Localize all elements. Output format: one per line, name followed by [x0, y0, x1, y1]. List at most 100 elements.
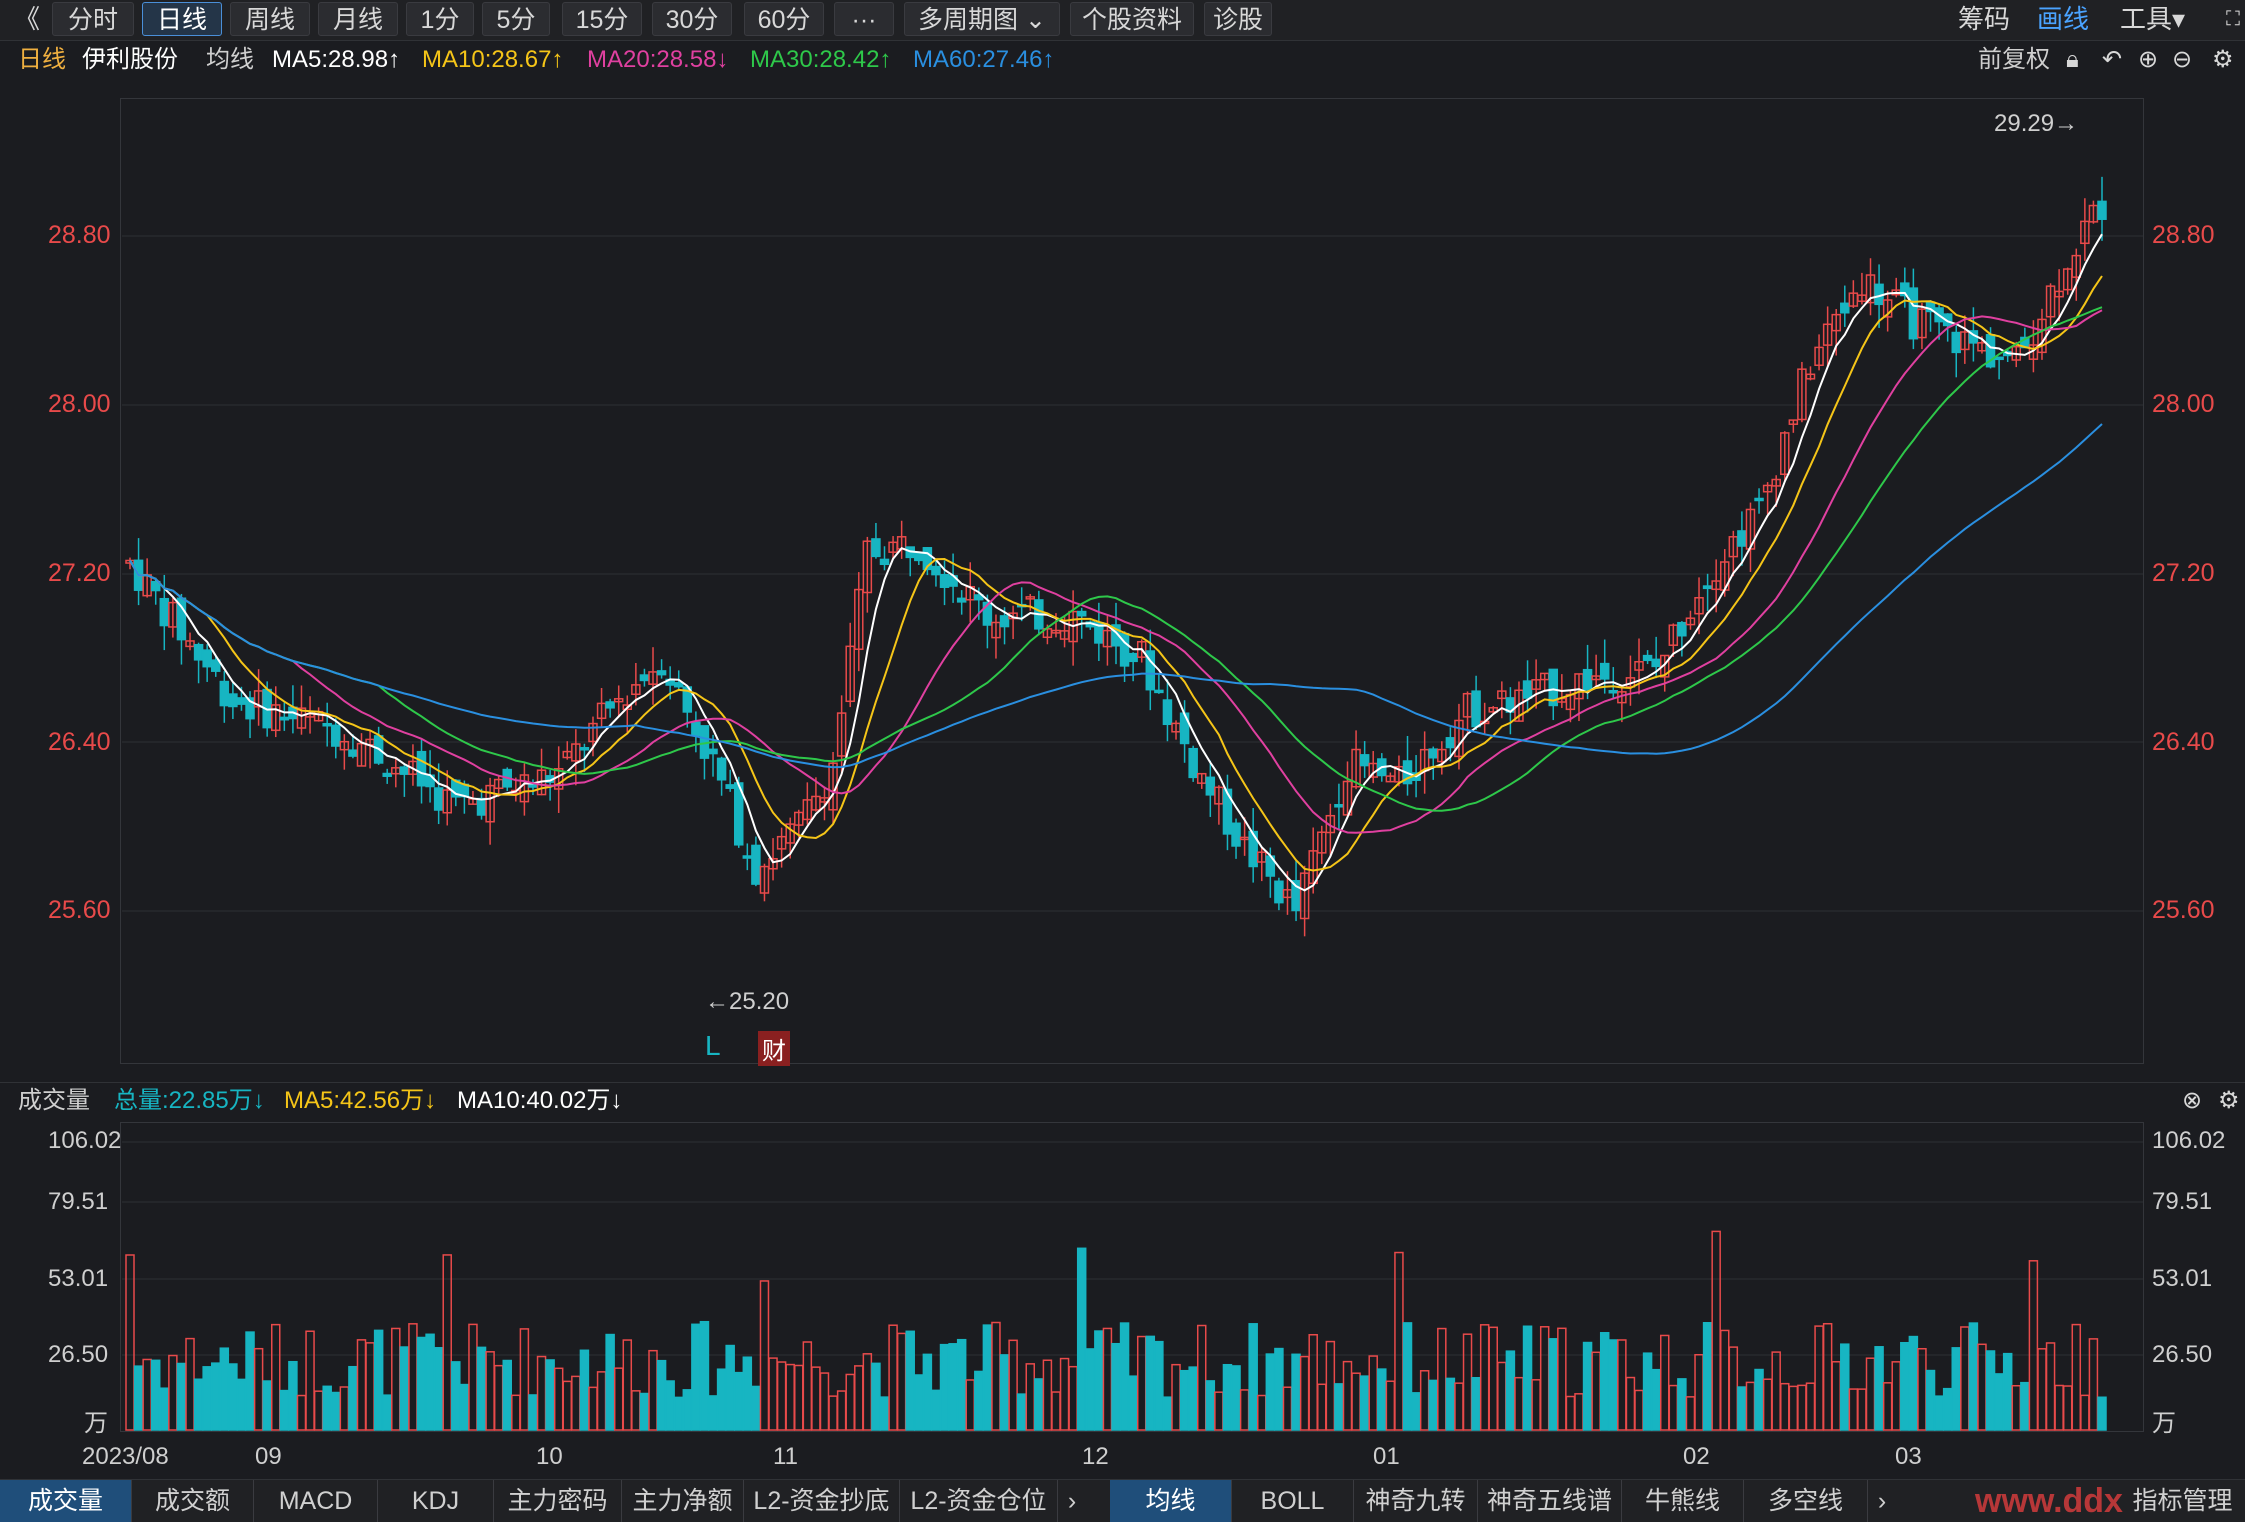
volume-bar [1111, 1342, 1121, 1431]
period-tab[interactable]: 个股资料 [1070, 2, 1194, 36]
settings-icon[interactable]: ⚙ [2212, 46, 2234, 73]
chips-button[interactable]: 筹码 [1958, 4, 2011, 34]
candle-body [2054, 290, 2064, 298]
overlay-tab[interactable]: 牛熊线 [1622, 1480, 1744, 1522]
draw-button[interactable]: 画线 [2037, 4, 2090, 34]
period-tab[interactable]: 60分 [744, 2, 824, 36]
indicator-tab[interactable]: MACD [254, 1480, 378, 1522]
indicator-manager-button[interactable]: 指标管理 [2132, 1487, 2233, 1515]
candle-body [1025, 596, 1036, 600]
candle-body [742, 855, 753, 859]
close-icon[interactable]: ⊗ [2182, 1087, 2203, 1114]
volume-bar [545, 1359, 555, 1431]
l-marker[interactable]: L [705, 1030, 721, 1061]
volume-bar [656, 1359, 667, 1431]
overlay-tab[interactable]: 神奇五线谱 [1478, 1480, 1622, 1522]
scroll-right-icon[interactable]: › [1067, 1487, 1077, 1515]
volume-bar [1377, 1368, 1387, 1431]
financial-report-marker[interactable]: 财 [758, 1031, 790, 1066]
volume-bar [296, 1394, 307, 1431]
indicator-tab[interactable]: 主力净额 [622, 1480, 744, 1522]
kline-panel[interactable] [120, 98, 2144, 1064]
period-tab[interactable]: 30分 [652, 2, 732, 36]
volume-bar [742, 1356, 753, 1431]
volume-bar [1239, 1389, 1250, 1431]
period-tab[interactable]: ··· [834, 2, 894, 36]
volume-bar [2002, 1352, 2013, 1431]
overlay-tab[interactable]: 均线 [1110, 1480, 1232, 1522]
volume-bar [279, 1389, 290, 1431]
candle-body [1522, 680, 1533, 699]
volume-bar [1565, 1395, 1576, 1431]
volume-bar [862, 1353, 873, 1431]
volume-bar [416, 1336, 427, 1431]
volume-bar [1445, 1377, 1456, 1431]
volume-bar [999, 1354, 1010, 1431]
volume-bar [1857, 1388, 1867, 1431]
volume-bar [236, 1378, 247, 1431]
volume-bar [1668, 1384, 1679, 1431]
period-tab[interactable]: 月线 [318, 2, 398, 36]
volume-bar [1608, 1339, 1619, 1431]
period-tab[interactable]: 日线 [142, 2, 222, 36]
scroll-right-icon[interactable]: › [1877, 1487, 1887, 1515]
lock-icon[interactable]: 🔒︎ [2066, 46, 2079, 73]
period-tab[interactable]: 多周期图 ⌄ [904, 2, 1060, 36]
indicator-tab[interactable]: L2-资金抄底 [744, 1480, 900, 1522]
volume-bar [1025, 1363, 1036, 1431]
volume-bar [1797, 1384, 1807, 1431]
indicator-tab[interactable]: 主力密码 [494, 1480, 622, 1522]
volume-bar [1788, 1385, 1799, 1431]
candle-body [1162, 699, 1173, 726]
candle-body [1154, 689, 1164, 694]
volume-bar [2020, 1381, 2030, 1431]
x-tick: 09 [255, 1443, 282, 1470]
volume-bar [391, 1327, 401, 1431]
x-tick: 12 [1082, 1443, 1109, 1470]
overlay-tab[interactable]: 多空线 [1744, 1480, 1868, 1522]
zoom-out-icon[interactable]: ⊖ [2172, 46, 2193, 73]
period-tab[interactable]: 诊股 [1204, 2, 1272, 36]
overlay-tab[interactable]: BOLL [1232, 1480, 1354, 1522]
period-tab[interactable]: 15分 [562, 2, 642, 36]
indicator-tab[interactable]: L2-资金仓位 [900, 1480, 1058, 1522]
volume-settings-icon[interactable]: ⚙ [2218, 1087, 2240, 1114]
ma5-line [129, 233, 2103, 892]
indicator-tab[interactable]: 成交额 [132, 1480, 254, 1522]
collapse-icon[interactable]: 《 [14, 4, 41, 34]
candle-body [1882, 299, 1893, 318]
volume-tick: 53.01 [2152, 1265, 2213, 1292]
overlay-tab[interactable]: 神奇九转 [1354, 1480, 1478, 1522]
volume-bar [476, 1346, 487, 1431]
candle-body [879, 558, 890, 566]
indicator-tab[interactable]: KDJ [378, 1480, 494, 1522]
period-tab[interactable]: 分时 [52, 2, 134, 36]
volume-bar [828, 1395, 838, 1431]
price-tick: 28.00 [48, 390, 111, 418]
volume-panel[interactable] [120, 1122, 2144, 1432]
ma-label[interactable]: 均线 [206, 46, 254, 73]
zoom-in-icon[interactable]: ⊕ [2138, 46, 2159, 73]
undo-icon[interactable]: ↶ [2102, 46, 2123, 73]
period-tab[interactable]: 1分 [406, 2, 474, 36]
volume-bar [1359, 1375, 1370, 1431]
volume-bar [1874, 1346, 1884, 1431]
volume-bar [1539, 1326, 1550, 1431]
volume-bar [1419, 1370, 1430, 1431]
candle-body [1677, 621, 1687, 637]
indicator-tab[interactable]: 成交量 [0, 1480, 132, 1522]
candle-body [1754, 497, 1764, 502]
tools-button[interactable]: 工具▾ [2120, 4, 2186, 34]
volume-bar [1128, 1375, 1138, 1431]
candle-body [2080, 220, 2090, 245]
period-tab[interactable]: 5分 [482, 2, 550, 36]
volume-bar [1042, 1359, 1053, 1431]
adjust-label[interactable]: 前复权 [1978, 46, 2050, 73]
volume-bar [1591, 1351, 1601, 1431]
candle-body [279, 716, 290, 721]
candle-body [1299, 872, 1310, 920]
expand-icon[interactable]: ⛶ [2226, 8, 2240, 30]
volume-bar [1145, 1335, 1156, 1431]
volume-bar [1385, 1380, 1396, 1431]
period-tab[interactable]: 周线 [230, 2, 310, 36]
